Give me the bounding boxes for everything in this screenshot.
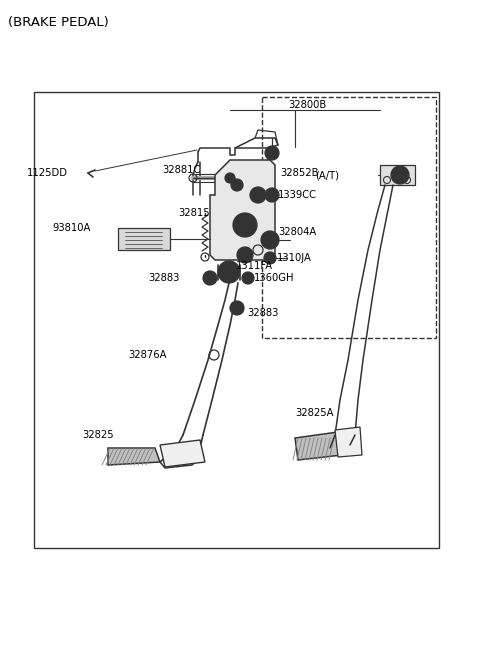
Polygon shape bbox=[210, 160, 275, 260]
Circle shape bbox=[227, 270, 231, 274]
Circle shape bbox=[203, 271, 217, 285]
Circle shape bbox=[265, 188, 279, 202]
Circle shape bbox=[218, 261, 240, 283]
Text: 32881C: 32881C bbox=[162, 165, 200, 175]
Polygon shape bbox=[160, 440, 205, 467]
Text: 1360GH: 1360GH bbox=[254, 273, 295, 283]
Text: (BRAKE PEDAL): (BRAKE PEDAL) bbox=[8, 16, 109, 29]
Circle shape bbox=[233, 213, 257, 237]
Text: 32815: 32815 bbox=[178, 208, 210, 218]
Text: 1339CC: 1339CC bbox=[278, 190, 317, 200]
Circle shape bbox=[237, 247, 253, 263]
Polygon shape bbox=[295, 432, 342, 460]
Circle shape bbox=[207, 275, 213, 281]
Circle shape bbox=[261, 231, 279, 249]
Text: 32883: 32883 bbox=[148, 273, 180, 283]
Text: 1311FA: 1311FA bbox=[236, 261, 273, 271]
Circle shape bbox=[269, 192, 275, 198]
Circle shape bbox=[269, 150, 275, 156]
Circle shape bbox=[265, 146, 279, 160]
Circle shape bbox=[267, 255, 273, 260]
Bar bbox=[262, 97, 436, 338]
Circle shape bbox=[264, 252, 276, 264]
Circle shape bbox=[250, 187, 266, 203]
Circle shape bbox=[242, 272, 254, 284]
Text: 32825: 32825 bbox=[82, 430, 114, 440]
Circle shape bbox=[391, 166, 409, 184]
Circle shape bbox=[231, 179, 243, 191]
Text: 32876A: 32876A bbox=[128, 350, 167, 360]
Text: (A/T): (A/T) bbox=[315, 170, 339, 180]
Text: 32883: 32883 bbox=[247, 308, 278, 318]
Polygon shape bbox=[108, 448, 160, 465]
Bar bbox=[34, 92, 439, 548]
Circle shape bbox=[230, 301, 244, 315]
Polygon shape bbox=[335, 427, 362, 457]
Circle shape bbox=[234, 305, 240, 311]
Text: 32804A: 32804A bbox=[278, 227, 316, 237]
Text: 1125DD: 1125DD bbox=[27, 168, 68, 178]
Text: 1310JA: 1310JA bbox=[277, 253, 312, 263]
Text: 32852B: 32852B bbox=[280, 168, 319, 178]
Text: 93810A: 93810A bbox=[52, 223, 90, 233]
Bar bbox=[118, 228, 170, 250]
Text: 32825A: 32825A bbox=[295, 408, 334, 418]
Polygon shape bbox=[380, 165, 415, 185]
Text: 32800B: 32800B bbox=[288, 100, 326, 110]
Circle shape bbox=[225, 173, 235, 183]
Circle shape bbox=[224, 267, 234, 277]
